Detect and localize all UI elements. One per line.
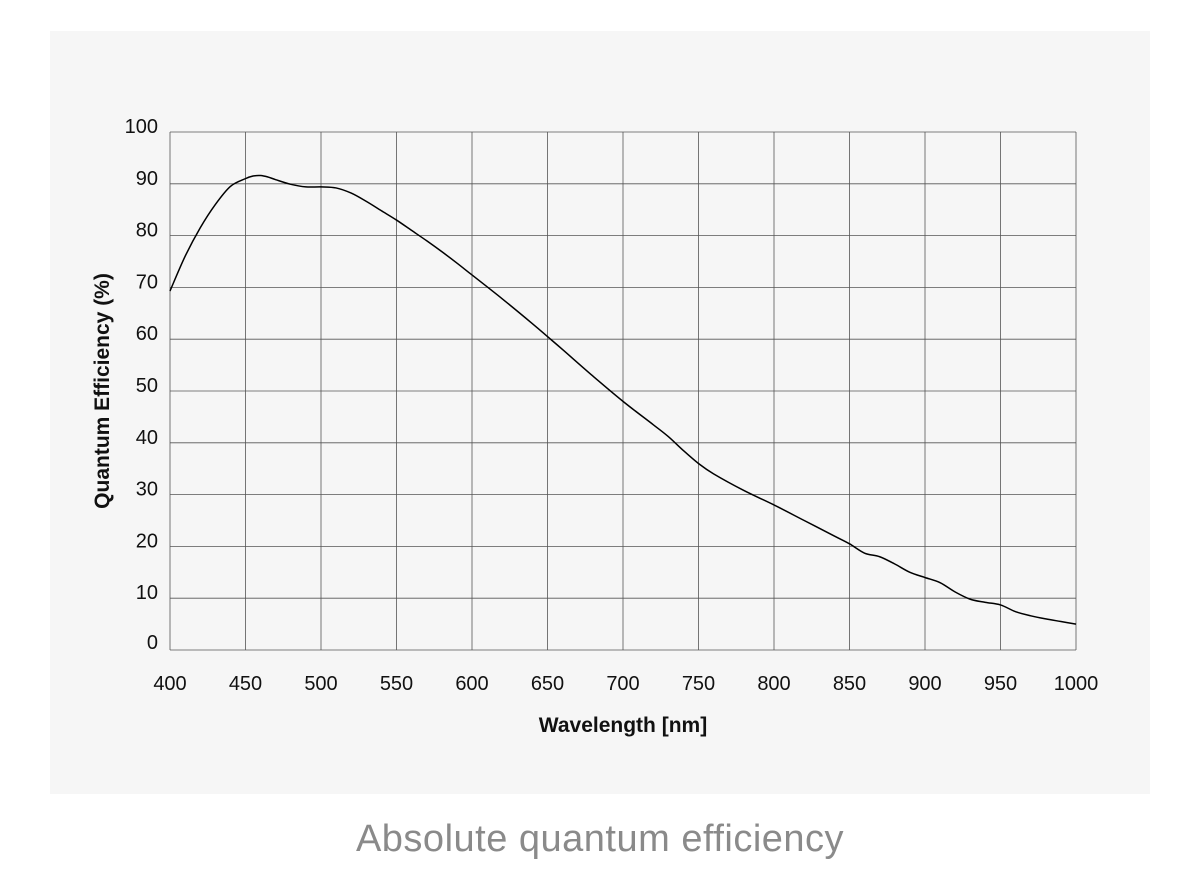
y-axis-title: Quantum Efficiency (%) bbox=[91, 273, 114, 509]
x-tick-label: 700 bbox=[606, 673, 639, 695]
y-tick-labels: 0 10 20 30 40 50 60 70 80 90 100 bbox=[125, 116, 158, 654]
x-tick-label: 750 bbox=[682, 673, 715, 695]
x-tick-label: 650 bbox=[531, 673, 564, 695]
x-axis-title: Wavelength [nm] bbox=[539, 714, 707, 737]
y-tick-label: 60 bbox=[136, 323, 158, 345]
x-tick-label: 500 bbox=[304, 673, 337, 695]
x-tick-label: 550 bbox=[380, 673, 413, 695]
y-tick-label: 0 bbox=[147, 632, 158, 654]
chart-panel: 400 450 500 550 600 650 700 750 800 850 900 950 1000… bbox=[50, 31, 1150, 794]
qe-curve-line bbox=[169, 174, 1077, 625]
y-tick-label: 40 bbox=[136, 427, 158, 449]
x-tick-label: 450 bbox=[229, 673, 262, 695]
x-tick-label: 850 bbox=[833, 673, 866, 695]
x-tick-labels: 400 450 500 550 600 650 700 750 800 850 900 950 1000 bbox=[153, 673, 1098, 695]
x-tick-label: 950 bbox=[984, 673, 1017, 695]
y-tick-label: 50 bbox=[136, 375, 158, 397]
y-tick-label: 30 bbox=[136, 479, 158, 501]
y-tick-label: 10 bbox=[136, 582, 158, 604]
x-tick-label: 600 bbox=[455, 673, 488, 695]
grid bbox=[169, 131, 1077, 651]
figure-caption: Absolute quantum efficiency bbox=[355, 818, 845, 860]
y-tick-label: 80 bbox=[136, 220, 158, 242]
x-tick-label: 900 bbox=[908, 673, 941, 695]
y-tick-label: 90 bbox=[136, 168, 158, 190]
y-tick-label: 20 bbox=[136, 530, 158, 552]
y-tick-label: 70 bbox=[136, 271, 158, 293]
x-tick-label: 400 bbox=[153, 673, 186, 695]
x-tick-label: 1000 bbox=[1054, 673, 1099, 695]
x-tick-label: 800 bbox=[757, 673, 790, 695]
quantum-efficiency-chart: 400 450 500 550 600 650 700 750 800 850 900 950 1000… bbox=[91, 116, 1098, 737]
y-tick-label: 100 bbox=[125, 116, 158, 138]
